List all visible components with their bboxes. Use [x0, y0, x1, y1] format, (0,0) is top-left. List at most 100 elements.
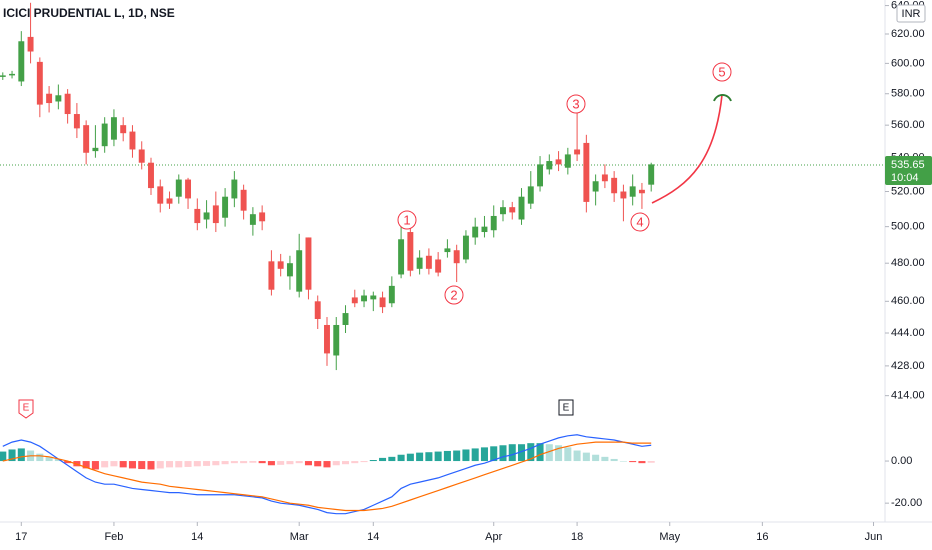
wave-label: 5 — [718, 64, 725, 79]
candle-body — [462, 235, 469, 260]
candle-body — [398, 239, 405, 275]
events[interactable]: E E — [18, 399, 574, 419]
currency-label[interactable]: INR — [902, 8, 921, 20]
histogram-bar — [54, 458, 62, 462]
candle-body — [370, 295, 377, 300]
candle-body — [500, 207, 506, 215]
histogram-bar — [480, 447, 488, 462]
event-badge[interactable] — [558, 399, 574, 416]
candle-body — [379, 297, 386, 308]
histogram-bar — [17, 448, 25, 462]
candle-body — [444, 248, 451, 253]
candle-body — [648, 164, 655, 185]
histogram-bar — [128, 461, 136, 469]
currency-box[interactable] — [896, 4, 926, 23]
histogram-bar — [397, 454, 405, 462]
x-tick-label: May — [659, 531, 680, 543]
y-tick-label: 600.00 — [891, 57, 925, 69]
histogram-bar — [101, 461, 109, 468]
candle-body — [286, 263, 293, 277]
candle-body — [259, 212, 266, 222]
candle-body — [212, 205, 219, 224]
candle-body — [388, 285, 395, 304]
candle-body — [527, 186, 534, 204]
candle-body — [0, 75, 6, 77]
candle-body — [425, 255, 432, 269]
histogram-bar — [517, 444, 526, 462]
x-tick-label: 14 — [191, 531, 203, 543]
histogram-bar — [110, 461, 118, 467]
histogram-bar — [351, 461, 359, 464]
candle-body — [73, 114, 80, 129]
wave-circle — [712, 62, 732, 82]
candle-body — [27, 36, 34, 52]
y-tick-label: 460.00 — [891, 295, 925, 307]
histogram-bar — [82, 461, 90, 469]
candle-body — [231, 179, 238, 199]
histogram-bar — [443, 450, 451, 462]
histogram-bar — [138, 461, 146, 470]
histogram-bar — [582, 452, 590, 462]
x-tick-label: Jun — [865, 531, 883, 543]
histogram-bar — [165, 461, 174, 468]
event-badge[interactable] — [18, 399, 34, 419]
candle-body — [537, 164, 544, 187]
histogram-bar — [249, 461, 257, 463]
event-label[interactable]: E — [23, 403, 30, 414]
candle-body — [18, 41, 25, 82]
y-tick-label: 520.00 — [891, 185, 925, 197]
wave-label: 3 — [572, 96, 579, 111]
candle-body — [490, 215, 497, 231]
candle-body — [36, 61, 43, 105]
histogram-bar — [638, 461, 646, 464]
candle-body — [407, 232, 414, 271]
candle-body — [351, 297, 358, 304]
candle-body — [546, 161, 553, 170]
price-axis: 640.00620.00600.00580.00560.00540.00520.… — [15, 0, 932, 543]
y-tick-label: 580.00 — [891, 88, 925, 100]
y-tick-label: 480.00 — [891, 257, 925, 269]
histogram-bar — [323, 461, 331, 468]
histogram-bar — [175, 461, 183, 468]
candle-body — [120, 125, 127, 134]
candle-body — [509, 207, 516, 213]
histogram-bar — [286, 461, 294, 465]
candle-body — [342, 313, 349, 325]
candle-body — [268, 261, 275, 290]
y-tick-label: 560.00 — [891, 119, 925, 131]
wave-label: 2 — [450, 287, 457, 302]
histogram-bar — [379, 457, 387, 462]
event-label[interactable]: E — [563, 403, 570, 414]
y-tick-label: -20.00 — [891, 497, 922, 509]
histogram-bar — [267, 461, 275, 466]
candle-body — [249, 214, 256, 225]
histogram-bar — [156, 461, 164, 469]
candle-body — [416, 257, 423, 269]
histogram-bar — [462, 449, 470, 462]
wave-circle — [630, 212, 650, 232]
candle-body — [333, 324, 340, 356]
candle-body — [314, 301, 321, 320]
candle-body — [101, 123, 108, 147]
candle-body — [46, 93, 53, 104]
histogram-bar — [619, 461, 627, 462]
candle-body — [55, 95, 62, 102]
histogram-bar — [601, 456, 609, 462]
histogram-bar — [295, 461, 303, 464]
candle-body — [601, 174, 608, 182]
wave-label: 4 — [636, 214, 643, 229]
histogram-bar — [425, 452, 433, 462]
histogram-bar — [610, 458, 618, 462]
histogram-bar — [453, 450, 461, 462]
last-price-tag — [885, 155, 932, 185]
histogram-bar — [314, 461, 322, 467]
candle-body — [9, 73, 16, 76]
histogram-bar — [360, 461, 368, 463]
candle-body — [92, 147, 99, 152]
histogram-bar — [240, 461, 248, 464]
y-tick-label: 428.00 — [891, 360, 925, 372]
histogram-bar — [647, 461, 655, 463]
candle-body — [296, 250, 303, 292]
candle-body — [555, 159, 562, 165]
candle-body — [277, 261, 284, 269]
